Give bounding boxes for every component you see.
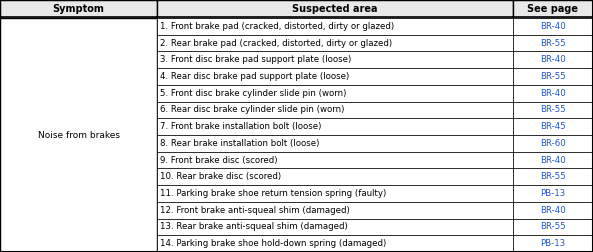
Text: Symptom: Symptom [53, 4, 104, 14]
Bar [157, 68, 513, 85]
Text: 13. Rear brake anti-squeal shim (damaged): 13. Rear brake anti-squeal shim (damaged… [160, 223, 348, 231]
Text: 10. Rear brake disc (scored): 10. Rear brake disc (scored) [160, 172, 281, 181]
Text: BR-40: BR-40 [540, 22, 566, 31]
Text: BR-40: BR-40 [540, 89, 566, 98]
Text: BR-40: BR-40 [540, 55, 566, 64]
Text: 4. Rear disc brake pad support plate (loose): 4. Rear disc brake pad support plate (lo… [160, 72, 349, 81]
Text: BR-45: BR-45 [540, 122, 566, 131]
Bar [0, 0, 157, 18]
Bar [157, 135, 513, 152]
Bar [513, 102, 593, 118]
Bar [157, 18, 513, 35]
Bar [157, 168, 513, 185]
Bar [513, 202, 593, 218]
Bar [157, 118, 513, 135]
Text: BR-40: BR-40 [540, 155, 566, 165]
Text: 11. Parking brake shoe return tension spring (faulty): 11. Parking brake shoe return tension sp… [160, 189, 387, 198]
Bar [0, 18, 157, 252]
Text: 7. Front brake installation bolt (loose): 7. Front brake installation bolt (loose) [160, 122, 321, 131]
Bar [513, 168, 593, 185]
Bar [157, 218, 513, 235]
Bar [513, 218, 593, 235]
Bar [157, 0, 513, 18]
Text: 2. Rear brake pad (cracked, distorted, dirty or glazed): 2. Rear brake pad (cracked, distorted, d… [160, 39, 393, 48]
Bar [513, 185, 593, 202]
Text: BR-55: BR-55 [540, 39, 566, 48]
Text: 8. Rear brake installation bolt (loose): 8. Rear brake installation bolt (loose) [160, 139, 320, 148]
Bar [157, 152, 513, 168]
Bar [157, 35, 513, 51]
Text: BR-60: BR-60 [540, 139, 566, 148]
Bar [157, 235, 513, 252]
Bar [157, 185, 513, 202]
Bar [513, 51, 593, 68]
Text: BR-55: BR-55 [540, 72, 566, 81]
Text: PB-13: PB-13 [540, 239, 566, 248]
Bar [513, 35, 593, 51]
Text: 1. Front brake pad (cracked, distorted, dirty or glazed): 1. Front brake pad (cracked, distorted, … [160, 22, 394, 31]
Bar [157, 102, 513, 118]
Bar [513, 118, 593, 135]
Text: 9. Front brake disc (scored): 9. Front brake disc (scored) [160, 155, 278, 165]
Text: 3. Front disc brake pad support plate (loose): 3. Front disc brake pad support plate (l… [160, 55, 352, 64]
Text: 14. Parking brake shoe hold-down spring (damaged): 14. Parking brake shoe hold-down spring … [160, 239, 387, 248]
Text: 12. Front brake anti-squeal shim (damaged): 12. Front brake anti-squeal shim (damage… [160, 206, 350, 215]
Text: BR-55: BR-55 [540, 172, 566, 181]
Bar [157, 85, 513, 102]
Bar [513, 152, 593, 168]
Bar [513, 68, 593, 85]
Bar [513, 235, 593, 252]
Text: Suspected area: Suspected area [292, 4, 378, 14]
Text: BR-40: BR-40 [540, 206, 566, 215]
Text: BR-55: BR-55 [540, 105, 566, 114]
Bar [157, 202, 513, 218]
Text: BR-55: BR-55 [540, 223, 566, 231]
Bar [513, 135, 593, 152]
Text: See page: See page [527, 4, 579, 14]
Text: PB-13: PB-13 [540, 189, 566, 198]
Bar [157, 51, 513, 68]
Text: 5. Front disc brake cylinder slide pin (worn): 5. Front disc brake cylinder slide pin (… [160, 89, 346, 98]
Bar [513, 18, 593, 35]
Bar [513, 85, 593, 102]
Bar [513, 0, 593, 18]
Text: 6. Rear disc brake cylinder slide pin (worn): 6. Rear disc brake cylinder slide pin (w… [160, 105, 345, 114]
Text: Noise from brakes: Noise from brakes [37, 131, 120, 140]
